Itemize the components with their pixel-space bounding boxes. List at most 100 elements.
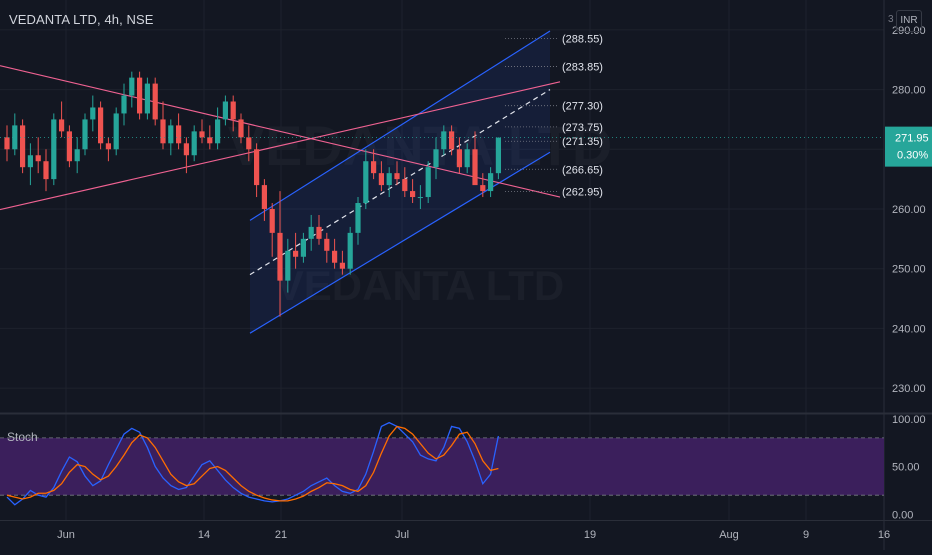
candle-body <box>488 173 494 192</box>
time-tick-label: 14 <box>198 529 210 541</box>
time-tick-label: Aug <box>719 529 739 541</box>
candle-body <box>285 250 291 281</box>
candle-body <box>12 125 18 150</box>
candle-body <box>464 149 470 168</box>
candle-body <box>129 77 135 96</box>
candle-body <box>98 107 104 144</box>
candle-body <box>472 149 478 186</box>
price-tick-label: 260.00 <box>892 204 926 216</box>
candle-body <box>137 77 143 114</box>
time-tick-label: Jun <box>57 529 75 541</box>
candle-body <box>347 232 353 269</box>
candle-body <box>339 262 345 269</box>
candle-body <box>66 131 72 162</box>
candle-body <box>300 238 306 257</box>
stoch-d-line <box>6 425 499 502</box>
channel-fill <box>250 31 550 334</box>
time-tick-label: 21 <box>275 529 287 541</box>
stoch-pane: Stoch 100.00 50.00 0.00 <box>0 414 926 521</box>
candle-body <box>90 107 96 120</box>
candle-body <box>238 119 244 138</box>
watermark-text: VEDANTA LTD <box>228 114 613 177</box>
last-price-tag <box>885 126 932 167</box>
level-label: (273.75) <box>562 122 603 134</box>
candle-body <box>417 197 423 199</box>
stoch-k-line <box>6 421 500 506</box>
candle-body <box>27 155 33 168</box>
change-percent-label: 0.30% <box>897 150 928 162</box>
time-tick-label: 19 <box>584 529 596 541</box>
candle-body <box>215 119 221 144</box>
candle-body <box>308 226 314 239</box>
candle-body <box>324 238 330 251</box>
candle-body <box>441 131 447 150</box>
candle-body <box>121 95 127 114</box>
price-axis: 290.00280.00270.00260.00250.00240.00230.… <box>892 25 926 395</box>
candles <box>4 71 501 317</box>
candle-body <box>355 203 361 233</box>
time-tick-label: 16 <box>878 529 890 541</box>
candle-body <box>378 173 384 186</box>
candle-body <box>246 137 252 150</box>
candle-body <box>4 137 10 150</box>
price-tick-label: 280.00 <box>892 85 926 97</box>
grid-lines <box>0 0 885 520</box>
candle-body <box>332 250 338 263</box>
price-tick-label: 290.00 <box>892 25 926 37</box>
candle-body <box>386 173 392 186</box>
symbol-title[interactable]: VEDANTA LTD, 4h, NSE <box>9 12 154 27</box>
candle-body <box>199 131 205 138</box>
candle-body <box>495 137 501 174</box>
candle-body <box>105 143 111 150</box>
level-label: (271.35) <box>562 136 603 148</box>
candle-body <box>43 161 49 180</box>
channel-median <box>249 89 551 276</box>
candle-body <box>74 149 80 162</box>
stoch-tick-label: 0.00 <box>892 509 913 521</box>
candle-body <box>269 208 275 233</box>
candle-body <box>51 119 57 180</box>
candle-body <box>152 83 158 120</box>
candle-body <box>59 119 65 132</box>
level-labels: (288.55) (283.85) (277.30) (273.75) (271.35)… <box>505 34 603 198</box>
candle-body <box>456 149 462 168</box>
candle-body <box>261 185 267 209</box>
candle-body <box>277 232 283 281</box>
stoch-tick-label: 100.00 <box>892 414 926 426</box>
candle-body <box>363 161 369 204</box>
candle-body <box>222 101 228 120</box>
trendlines <box>0 65 561 211</box>
rising-trendline <box>0 81 561 211</box>
last-price-label: 271.95 <box>895 133 929 145</box>
currency-button[interactable]: INR <box>896 10 922 32</box>
candle-body <box>20 125 26 168</box>
candle-body <box>168 125 174 144</box>
candle-body <box>191 131 197 156</box>
channel-upper <box>249 30 551 221</box>
time-axis: Jun 14 21 Jul 19 Aug 9 16 <box>57 529 890 541</box>
candle-body <box>160 119 166 144</box>
price-tick-label: 240.00 <box>892 323 926 335</box>
candle-body <box>254 149 260 186</box>
candle-body <box>316 226 322 239</box>
candle-body <box>480 185 486 192</box>
stoch-band-fill <box>0 437 884 496</box>
candle-body <box>449 131 455 150</box>
scale-prefix: 3 <box>888 14 894 25</box>
candle-body <box>176 125 182 144</box>
candle-body <box>402 179 408 192</box>
falling-trendline <box>0 65 561 198</box>
level-label: (288.55) <box>562 34 603 46</box>
candle-body <box>425 167 431 198</box>
level-label: (262.95) <box>562 186 603 198</box>
candle-body <box>82 119 88 150</box>
candle-body <box>35 155 41 162</box>
level-label: (283.85) <box>562 62 603 74</box>
candle-body <box>113 113 119 150</box>
candle-body <box>183 143 189 156</box>
candle-body <box>410 191 416 198</box>
stoch-tick-label: 50.00 <box>892 462 920 474</box>
candle-body <box>144 83 150 114</box>
candle-body <box>394 173 400 180</box>
price-tick-label: 230.00 <box>892 383 926 395</box>
